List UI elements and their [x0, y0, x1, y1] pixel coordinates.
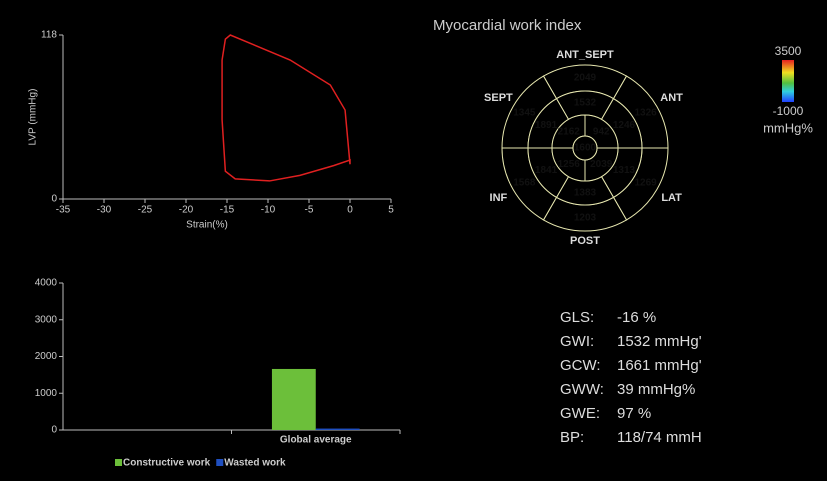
stat-name: GWI:: [560, 333, 594, 350]
x-tick-label: -35: [56, 205, 71, 216]
x-tick-label: -20: [179, 205, 194, 216]
segment-value: 1246: [613, 120, 636, 131]
stat-name: GLS:: [560, 309, 594, 326]
y-tick-label: 4000: [35, 278, 58, 289]
x-tick-label: 0: [347, 205, 353, 216]
stat-name: BP:: [560, 429, 584, 446]
segment-value: 1313: [613, 165, 636, 176]
y-tick-label: 3000: [35, 314, 58, 325]
segment-value: 2039: [590, 159, 613, 170]
x-axis-label: Strain(%): [186, 220, 228, 231]
y-tick-label: 118: [41, 30, 57, 41]
wall-label: ANT_SEPT: [556, 49, 614, 61]
pressure-strain-loop: [221, 34, 351, 182]
bar: [271, 368, 316, 430]
legend-swatch: [115, 459, 122, 466]
bar: [315, 428, 360, 430]
x-tick-label: -25: [138, 205, 153, 216]
legend-swatch: [216, 459, 224, 466]
x-tick-label: -10: [261, 205, 276, 216]
y-tick-label: 1000: [35, 388, 58, 399]
segment-value: 1326: [634, 108, 657, 119]
stat-name: GWW:: [560, 381, 604, 398]
segment-value: 1383: [574, 188, 597, 199]
x-tick-label: 5: [388, 205, 394, 216]
y-tick-label: 0: [51, 425, 57, 436]
stat-name: GCW:: [560, 357, 601, 374]
stat-value: 39 mmHg%: [617, 381, 695, 398]
legend-label: Wasted work: [224, 458, 286, 469]
segment-value: 1568: [513, 178, 536, 189]
segment-value: 1600: [574, 143, 597, 154]
wall-label: INF: [490, 192, 508, 204]
stat-value: 97 %: [617, 405, 651, 422]
x-tick-label: Global average: [280, 435, 352, 446]
y-axis-label: LVP (mmHg): [28, 89, 39, 146]
x-tick-label: -30: [97, 205, 112, 216]
segment-value: 1891: [535, 120, 558, 131]
legend-label: Constructive work: [123, 458, 211, 469]
colorbar: [782, 60, 794, 102]
segment: [572, 135, 598, 161]
colorbar-unit: mmHg%: [763, 120, 813, 135]
y-tick-label: 2000: [35, 351, 58, 362]
segment-value: 1269: [634, 178, 657, 189]
segment-value: 1203: [574, 213, 597, 224]
wall-label: LAT: [661, 192, 682, 204]
stat-value: 1532 mmHg': [617, 333, 702, 350]
wall-label: POST: [570, 235, 600, 247]
segment-value: 2049: [574, 73, 597, 84]
segment-value: 1256: [558, 159, 581, 170]
stat-value: 118/74 mmH: [617, 429, 702, 446]
colorbar-min: -1000: [773, 104, 804, 118]
x-tick-label: -15: [220, 205, 235, 216]
segment-value: 1345: [513, 108, 536, 119]
bullseye-title: Myocardial work index: [433, 17, 582, 34]
colorbar-max: 3500: [775, 44, 802, 58]
segment-value: 942: [593, 126, 610, 137]
wall-label: ANT: [660, 92, 683, 104]
segment-value: 1841: [535, 165, 558, 176]
y-tick-label: 0: [51, 194, 57, 205]
stat-value: 1661 mmHg': [617, 357, 702, 374]
x-tick-label: -5: [305, 205, 314, 216]
wall-label: SEPT: [484, 92, 513, 104]
stat-name: GWE:: [560, 405, 600, 422]
stat-value: -16 %: [617, 309, 656, 326]
segment-value: 1532: [574, 98, 597, 109]
segment-value: 2162: [558, 126, 581, 137]
